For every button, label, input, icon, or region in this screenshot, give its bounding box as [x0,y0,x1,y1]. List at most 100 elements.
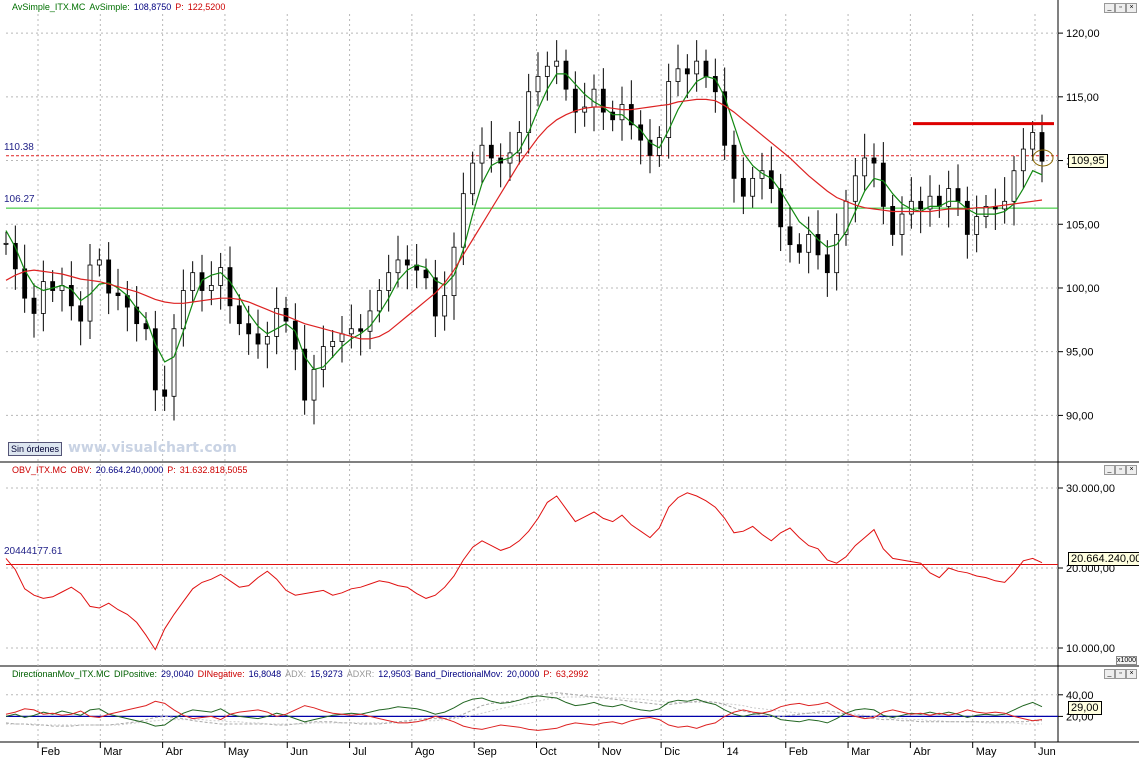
ref-line-label-red: 110.38 [4,142,34,153]
candle-body [274,307,280,337]
candle-body [936,195,942,207]
candle-body [563,60,569,90]
dmi-legend: DirectionanMov_ITX.MC DIPositive: 29,0040 D… [12,669,592,679]
highlight-circle [1032,149,1054,167]
candle-body [787,226,793,246]
candle-body [1039,132,1045,162]
obv-ref-label: 20444177.61 [4,546,63,557]
obv-legend-item: 31.632.818,5055 [179,465,248,475]
price-legend-item: 122,5200 [187,2,226,12]
candle-body [395,259,401,274]
obv-legend-item: P: [167,465,176,475]
candle-body [152,328,158,391]
price-minimize-button[interactable]: _ [1104,3,1115,13]
x-tick-label: Jun [1038,746,1056,758]
candle-body [516,132,522,154]
dmi-legend-item: 63,2992 [555,669,589,679]
candle-body [171,328,177,397]
candle-body [1011,170,1017,202]
candle-body [264,335,270,345]
orders-status-button[interactable]: Sin órdenes [8,442,63,456]
x-tick-label: Mar [103,746,122,758]
candle-body [1030,132,1036,150]
candle-body [479,144,485,164]
candle-body [423,269,429,279]
candle-body [582,106,588,113]
candle-body [460,193,466,248]
dmi-legend-item: 15,9273 [310,669,343,679]
candle-body [675,68,681,82]
obv-line [5,492,1043,651]
candle-body [806,234,812,253]
candle-body [535,76,541,93]
candle-body [12,242,18,270]
candle-body [68,285,74,307]
candle-body [964,200,970,235]
dmi-legend-item: 12,9503 [378,669,411,679]
candle-body [880,162,886,207]
candle-body [180,290,186,330]
candle-body [339,333,345,342]
y-tick-label: 40,00 [1066,690,1094,702]
obv-minimize-button[interactable]: _ [1104,465,1115,475]
candle-body [852,175,858,202]
candle-body [246,323,252,335]
candle-body [862,157,868,177]
candle-body [722,91,728,146]
candle-body [227,267,233,307]
candle-body [815,234,821,256]
obv-restore-button[interactable]: ▫ [1115,465,1126,475]
watermark: www.visualchart.com [68,440,237,456]
candle-body [899,213,905,235]
y-tick-label: 115,00 [1066,92,1099,104]
x-tick-label: Feb [789,746,808,758]
candle-body [610,111,616,121]
dmi-close-button[interactable]: × [1126,669,1137,679]
x-tick-label: Jul [353,746,367,758]
candle-body [647,139,653,156]
obv-close-button[interactable]: × [1126,465,1137,475]
dmi-restore-button[interactable]: ▫ [1115,669,1126,679]
candle-body [470,162,476,195]
candle-body [731,144,737,179]
candle-body [918,200,924,210]
price-restore-button[interactable]: ▫ [1115,3,1126,13]
price-legend-item: AvSimple_ITX.MC [12,2,86,12]
x-tick-label: Nov [602,746,622,758]
x-tick-label: May [228,746,249,758]
price-close-button[interactable]: × [1126,3,1137,13]
dmi-legend-item: 16,8048 [248,669,282,679]
candle-body [946,188,952,207]
candle-body [302,348,308,401]
candle-body [404,259,410,266]
y-tick-label: 10.000,00 [1066,643,1115,655]
candle-body [666,81,672,139]
candle-body [955,188,961,202]
candle-body [740,177,746,197]
candle-body [134,306,140,325]
candle-body [694,60,700,75]
candle-body [190,272,196,291]
last-price-tag: 109,95 [1068,154,1108,168]
candle-body [87,264,93,322]
x-tick-label: Jun [290,746,308,758]
candle-body [628,104,634,126]
candle-body [432,277,438,317]
candle-body [31,297,37,314]
candle-body [684,68,690,75]
x-tick-label: Oct [540,746,557,758]
short-ma-line [5,73,1043,371]
x-tick-label: 14 [726,746,738,758]
long-ma-line [5,98,1043,340]
candle-body [218,267,224,286]
candle-body [40,281,46,314]
y-tick-label: 20.000,00 [1066,563,1115,575]
candle-body [1020,148,1026,172]
candle-body [143,323,149,330]
candle-body [78,305,84,322]
dmi-legend-item: ADXR: [346,669,375,679]
dmi-legend-item: DINegative: [197,669,245,679]
dmi-minimize-button[interactable]: _ [1104,669,1115,679]
